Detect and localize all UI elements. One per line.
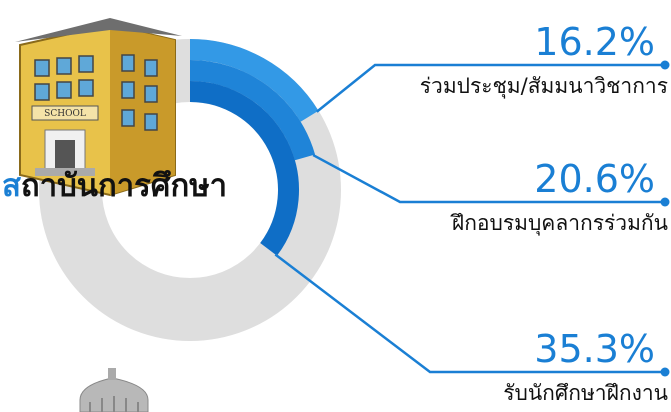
radial-bar xyxy=(189,60,316,161)
leader-line xyxy=(316,63,665,113)
category-label: ร่วมประชุม/สัมมนาวิชาการ xyxy=(420,74,668,99)
category-label: รับนักศึกษาฝึกงาน xyxy=(503,381,668,405)
category-label: ฝึกอบรมบุคลากรร่วมกัน xyxy=(450,211,668,236)
ring-group xyxy=(39,39,341,341)
radial-bar xyxy=(189,81,299,256)
value-label: 16.2% xyxy=(534,20,655,64)
leader-dot xyxy=(660,197,670,207)
value-label: 35.3% xyxy=(534,327,655,371)
building-icon: SCHOOL xyxy=(15,18,182,197)
leader-line xyxy=(312,153,665,204)
radial-bar xyxy=(189,39,319,122)
dome-icon xyxy=(79,368,149,412)
value-label: 20.6% xyxy=(534,157,655,201)
chart-title: สถาบันการศึกษา xyxy=(2,168,227,204)
leader-line xyxy=(274,253,665,374)
leader-dot xyxy=(660,367,670,377)
svg-text:SCHOOL: SCHOOL xyxy=(44,109,86,119)
leader-dot xyxy=(660,60,670,70)
